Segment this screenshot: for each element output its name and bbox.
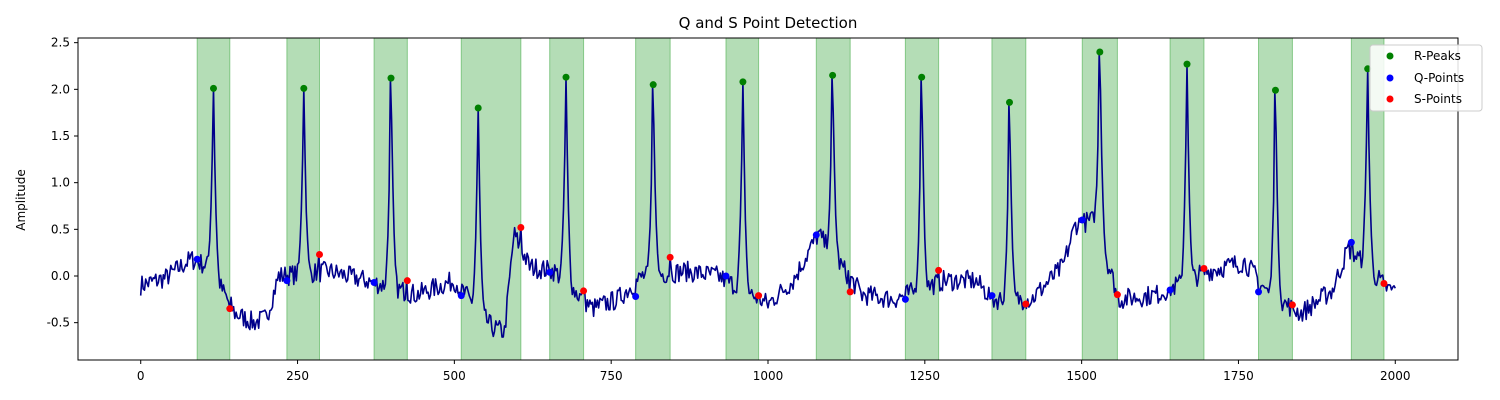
legend-r-peaks-label: R-Peaks [1414,49,1461,63]
s-point-11 [1200,265,1208,273]
legend-s-points-marker [1386,95,1394,103]
q-point-8 [901,295,909,303]
r-peak-9 [1006,98,1013,106]
x-tick-label-2: 500 [443,369,466,383]
x-tick-label-5: 1250 [910,369,941,383]
qrs-region-3 [460,37,522,361]
legend-q-points-marker [1386,74,1394,82]
detected-points-layer [193,48,1388,313]
s-point-5 [666,253,674,261]
q-point-12 [1255,288,1263,296]
s-point-9 [1022,300,1030,308]
r-peak-1 [300,84,308,92]
r-peak-5 [649,81,657,89]
s-point-3 [517,223,525,231]
q-point-9 [988,292,996,300]
y-tick-label-3: 1.0 [51,176,70,190]
s-point-13 [1380,279,1388,287]
y-tick-label-1: 0.0 [51,269,70,283]
q-point-4 [546,268,554,276]
y-axis-label: Amplitude [14,169,28,231]
r-peak-12 [1271,86,1279,94]
q-point-13 [1347,238,1355,246]
s-point-2 [403,277,411,285]
q-point-2 [370,279,378,287]
legend-q-points-label: Q-Points [1414,71,1464,85]
r-peak-11 [1183,60,1191,68]
qrs-region-12 [1258,37,1293,361]
s-point-10 [1113,291,1121,299]
s-point-6 [755,292,763,300]
r-peak-2 [387,74,395,82]
x-tick-label-1: 250 [286,369,309,383]
legend-s-points-label: S-Points [1414,92,1462,106]
s-point-8 [935,266,943,274]
y-tick-label-6: 2.5 [51,36,70,50]
q-point-0 [193,255,201,263]
r-peak-7 [829,71,837,79]
legend-box [1369,44,1483,112]
r-peak-0 [209,84,217,92]
ecg-signal-layer [139,51,1397,338]
q-point-10 [1078,216,1086,224]
q-point-1 [283,277,291,285]
x-tick-label-7: 1750 [1223,369,1254,383]
chart-title: Q and S Point Detection [679,14,858,32]
q-point-11 [1166,286,1174,294]
r-peak-10 [1096,48,1104,56]
legend: R-Peaks Q-Points S-Points [1369,44,1483,112]
q-point-6 [722,272,730,280]
x-tick-label-4: 1000 [753,369,784,383]
y-axis-ticks: -0.5 0.0 0.5 1.0 1.5 2.0 2.5 [47,36,78,330]
x-axis-ticks: 0 250 500 750 1000 1250 1500 1750 2000 [137,360,1411,383]
q-point-7 [812,231,820,239]
r-peak-13 [1364,65,1372,73]
s-point-4 [580,287,588,295]
qrs-region-7 [815,37,851,361]
r-peak-3 [474,104,482,112]
x-tick-label-3: 750 [600,369,623,383]
r-peak-8 [918,73,926,81]
y-tick-label-0: -0.5 [47,316,70,330]
x-tick-label-8: 2000 [1380,369,1411,383]
s-point-0 [226,305,234,313]
r-peak-6 [739,78,747,86]
y-tick-label-5: 2.0 [51,82,70,96]
q-point-5 [632,293,640,301]
s-point-12 [1288,301,1296,309]
x-tick-label-6: 1500 [1066,369,1097,383]
s-point-7 [846,288,854,296]
y-tick-label-4: 1.5 [51,129,70,143]
legend-r-peaks-marker [1386,52,1394,60]
s-point-1 [316,251,323,259]
qrs-region-9 [991,37,1027,361]
y-tick-label-2: 0.5 [51,222,70,236]
ecg-signal-line [139,51,1397,338]
q-point-3 [457,292,465,300]
r-peak-4 [562,73,570,81]
x-tick-label-0: 0 [137,369,145,383]
